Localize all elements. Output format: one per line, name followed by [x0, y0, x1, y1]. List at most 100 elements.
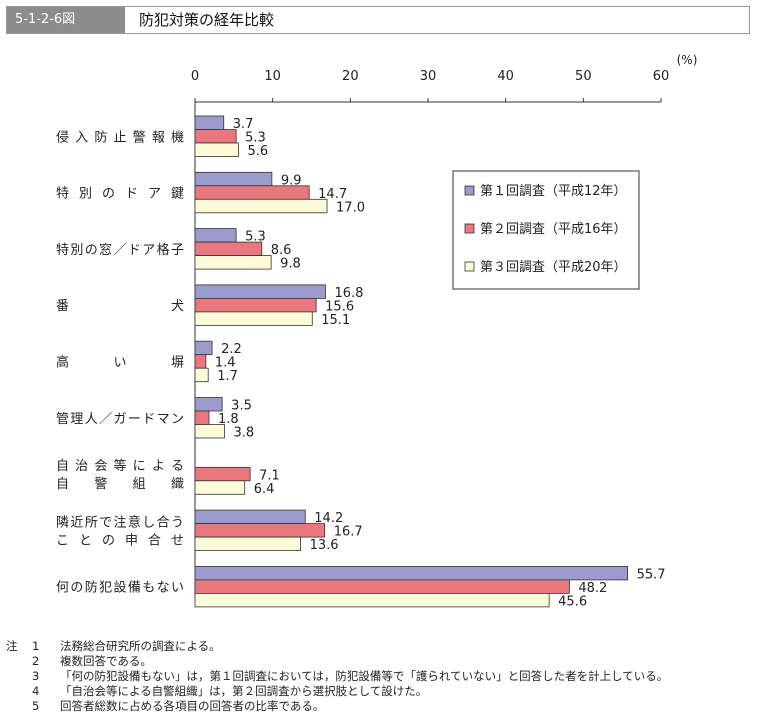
bar-series-2	[194, 466, 251, 482]
bar-series-3	[194, 367, 209, 383]
category-label: 自 警 組 織	[56, 476, 184, 492]
note-number: 4	[32, 684, 40, 698]
note-number: 3	[32, 669, 40, 683]
bar-value-label: 9.9	[281, 173, 302, 188]
bar-series-2	[194, 354, 207, 369]
category-label: 隣近所で注意し合う	[56, 514, 184, 530]
x-tick-label: 30	[420, 69, 437, 84]
legend-swatch	[464, 185, 475, 196]
bar-series-3	[194, 142, 239, 157]
bar-value-label: 1.8	[218, 412, 239, 427]
bar-value-label: 5.6	[247, 144, 268, 159]
bar-series-3	[194, 255, 272, 270]
bar-value-label: 3.5	[231, 399, 252, 414]
bar-value-label: 2.2	[221, 342, 242, 357]
note-number: 1	[32, 639, 40, 653]
note-line: 2 複数回答である。	[6, 654, 752, 669]
note-prefix: 注	[6, 639, 18, 653]
unit-label: (%)	[677, 53, 698, 67]
bar-series-3	[194, 424, 225, 439]
bar-value-label: 1.4	[215, 356, 236, 371]
bar-value-label: 9.8	[280, 257, 301, 272]
bar-value-label: 55.7	[637, 567, 666, 582]
bar-series-3	[194, 536, 302, 552]
bar-series-3	[194, 480, 246, 495]
x-tick-label: 0	[191, 69, 199, 84]
bar-series-3	[194, 311, 313, 326]
bar-value-label: 16.8	[334, 286, 363, 301]
category-label: 特別の窓／ドア格子	[56, 242, 184, 258]
note-text: 法務総合研究所の調査による。	[60, 639, 221, 653]
bar-series-3	[194, 198, 328, 214]
bar-value-label: 15.1	[321, 313, 350, 328]
bar-value-label: 5.3	[245, 230, 266, 245]
bar-value-label: 13.6	[310, 538, 339, 553]
notes-section: 注 1 法務総合研究所の調査による。 2 複数回答である。 3 「何の防犯設備もない」は，第…	[6, 639, 752, 714]
figure-header: 5-1-2-6図 防犯対策の経年比較	[6, 6, 750, 34]
bar-chart: 0 10 20 30 40 50 60 (%) 侵 入 防 止 警 報 機侵入防止警報機特 別…	[56, 53, 698, 609]
legend-label: 第３回調査（平成20年）	[480, 260, 627, 275]
note-line: 5 回答者総数に占める各項目の回答者の比率である。	[6, 699, 752, 714]
bar-value-label: 5.3	[245, 131, 266, 146]
bar-series-2	[194, 523, 326, 538]
category-label: 自 治 会 等 に よ る	[56, 458, 184, 474]
bar-value-label: 8.6	[271, 243, 292, 258]
bar-series-1	[194, 115, 225, 130]
bar-series-1	[194, 228, 237, 243]
bar-series-1	[194, 340, 213, 356]
note-line: 注 1 法務総合研究所の調査による。	[6, 639, 752, 654]
category-label: 高 い 塀	[56, 354, 184, 370]
bar-series-3	[194, 593, 550, 608]
bar-series-1	[194, 397, 223, 412]
x-tick-label: 60	[653, 69, 670, 84]
bar-series-2	[194, 297, 317, 313]
legend-swatch	[464, 261, 475, 272]
bar-value-label: 15.6	[325, 299, 354, 314]
note-text: 「自治会等による自警組織」は，第２回調査から選択肢として設けた。	[60, 684, 428, 698]
bar-value-label: 48.2	[578, 581, 607, 596]
legend-box	[452, 170, 640, 290]
figure-number: 5-1-2-6図	[7, 7, 125, 33]
bar-series-1	[194, 509, 306, 525]
bar-value-label: 14.2	[314, 511, 343, 526]
category-label: 管理人／ガードマン	[56, 412, 184, 427]
bar-series-2	[194, 579, 570, 594]
note-line: 4 「自治会等による自警組織」は，第２回調査から選択肢として設けた。	[6, 684, 752, 699]
note-number: 5	[32, 699, 40, 713]
legend-label: 第１回調査（平成12年）	[480, 184, 627, 199]
legend-swatch	[464, 223, 475, 234]
bar-series-2	[194, 129, 237, 144]
legend-label: 第２回調査（平成16年）	[480, 222, 627, 237]
bar-value-label: 1.7	[217, 369, 238, 384]
bar-value-label: 3.7	[233, 117, 254, 132]
bar-series-1	[194, 566, 629, 581]
note-text: 回答者総数に占める各項目の回答者の比率である。	[60, 699, 325, 713]
bar-series-2	[194, 410, 210, 425]
bar-value-label: 17.0	[336, 200, 365, 215]
category-label: こ と の 申 合 せ	[56, 533, 184, 548]
bar-value-label: 14.7	[318, 187, 347, 202]
note-number: 2	[32, 654, 40, 668]
labels-layer: 侵 入 防 止 警 報 機侵入防止警報機特 別 の ド ア 鍵特別のドア鍵特別の…	[56, 117, 666, 609]
bar-value-label: 7.1	[259, 468, 280, 483]
category-label: 特 別 の ド ア 鍵	[56, 186, 184, 202]
legend: 第１回調査（平成12年） 第２回調査（平成16年） 第３回調査（平成20年）	[452, 170, 640, 290]
note-text: 複数回答である。	[60, 654, 152, 668]
x-tick-label: 40	[497, 69, 514, 84]
category-label: 何の防犯設備もない	[56, 580, 184, 596]
x-tick-label: 10	[264, 69, 281, 84]
category-label: 番 犬	[56, 299, 184, 314]
figure-title: 防犯対策の経年比較	[139, 11, 275, 29]
x-tick-label: 50	[575, 69, 592, 84]
bar-series-1	[194, 171, 273, 187]
note-line: 3 「何の防犯設備もない」は，第１回調査においては，防犯設備等で「護られていない」…	[6, 669, 752, 684]
bar-value-label: 16.7	[334, 525, 363, 540]
bars-layer	[194, 115, 629, 608]
note-text: 「何の防犯設備もない」は，第１回調査においては，防犯設備等で「護られていない」と…	[60, 669, 669, 683]
bar-value-label: 3.8	[234, 426, 255, 441]
category-label: 侵 入 防 止 警 報 機	[56, 129, 184, 145]
bar-value-label: 45.6	[558, 594, 587, 609]
x-tick-label: 20	[342, 69, 359, 84]
bar-series-1	[194, 284, 326, 299]
